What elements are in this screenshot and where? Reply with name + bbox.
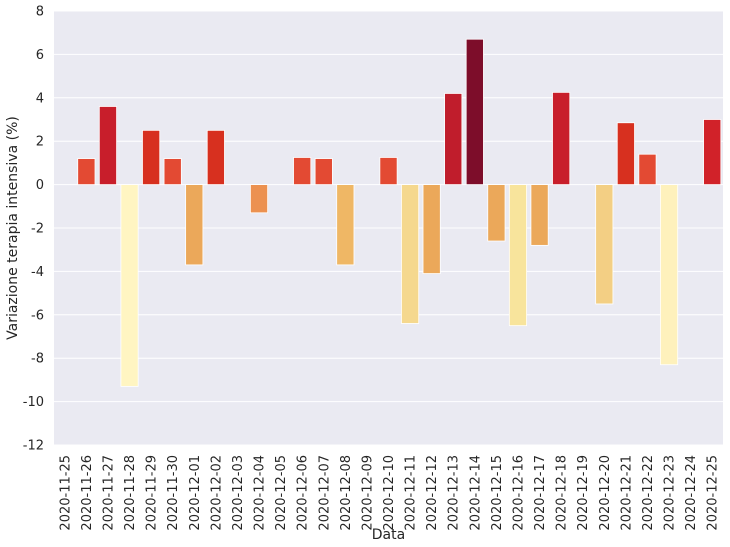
y-tick-label: -6: [31, 308, 44, 323]
x-tick-label: 2020-12-16: [511, 455, 526, 531]
bar-2020-12-21: [616, 122, 635, 185]
y-tick-label: 0: [36, 178, 44, 193]
y-tick-label: -4: [31, 265, 44, 280]
y-tick-label: -8: [31, 352, 44, 367]
x-tick-label: 2020-12-09: [360, 455, 375, 531]
x-tick-label: 2020-12-15: [490, 455, 505, 531]
x-tick-label: 2020-12-06: [296, 455, 311, 531]
y-tick-label: -2: [31, 222, 44, 237]
bar-2020-12-01: [185, 184, 204, 266]
x-tick-label: 2020-11-26: [80, 455, 95, 531]
x-tick-label: 2020-12-03: [231, 455, 246, 531]
y-tick-label: 8: [36, 5, 44, 20]
x-tick-label: 2020-12-14: [468, 455, 483, 531]
grid-lines: [54, 10, 723, 446]
bar-2020-12-02: [206, 129, 225, 186]
bar-2020-12-12: [422, 184, 441, 274]
x-tick-label: 2020-12-04: [253, 455, 268, 531]
y-tick-label: -10: [23, 395, 44, 410]
bar-2020-12-08: [336, 184, 355, 266]
x-tick-label: 2020-12-21: [619, 455, 634, 531]
x-tick-label: 2020-12-17: [533, 455, 548, 531]
x-tick-label: 2020-12-10: [382, 455, 397, 531]
x-tick-label: 2020-12-18: [555, 455, 570, 531]
bar-2020-12-10: [379, 157, 398, 186]
bar-2020-12-11: [401, 184, 420, 324]
x-tick-label: 2020-12-13: [447, 455, 462, 531]
y-axis-label: Variazione terapia intensiva (%): [5, 116, 21, 340]
x-tick-label: 2020-12-20: [598, 455, 613, 531]
x-tick-label: 2020-12-01: [188, 455, 203, 531]
bar-2020-12-06: [293, 157, 312, 186]
x-tick-label: 2020-12-07: [317, 455, 332, 531]
x-tick-label: 2020-12-05: [274, 455, 289, 531]
bar-2020-11-29: [142, 129, 161, 186]
bar-2020-11-28: [120, 184, 139, 387]
bar-2020-11-27: [98, 106, 117, 186]
x-tick-label: 2020-12-11: [404, 455, 419, 531]
x-tick-label: 2020-12-23: [663, 455, 678, 531]
y-tick-labels: 8 6 4 2 0 -2 -4 -6 -8 -10 -12: [23, 5, 44, 454]
bar-2020-12-23: [660, 184, 679, 366]
bar-2020-11-26: [77, 158, 96, 185]
bar-2020-11-30: [163, 158, 182, 185]
bar-2020-12-13: [444, 93, 463, 185]
bar-2020-12-18: [552, 91, 571, 185]
x-tick-label: 2020-11-28: [123, 455, 138, 531]
x-tick-label: 2020-11-29: [145, 455, 160, 531]
y-tick-label: 2: [36, 135, 44, 150]
x-tick-label: 2020-12-25: [706, 455, 721, 531]
y-tick-label: -12: [23, 439, 44, 454]
y-tick-label: 4: [36, 91, 44, 106]
bar-2020-12-07: [314, 158, 333, 185]
bar-2020-12-20: [595, 184, 614, 305]
bar-2020-12-16: [508, 184, 528, 327]
x-axis-label: Data: [372, 527, 405, 543]
x-tick-labels: 2020-11-25 2020-11-26 2020-11-27 2020-11-28…: [58, 455, 720, 531]
y-tick-label: 6: [36, 48, 44, 63]
x-tick-label: 2020-12-02: [209, 455, 224, 531]
x-tick-label: 2020-12-19: [576, 455, 591, 531]
bar-2020-12-17: [530, 184, 549, 246]
bar-2020-12-22: [638, 153, 657, 186]
x-tick-label: 2020-12-08: [339, 455, 354, 531]
bar-2020-12-25: [703, 119, 722, 185]
x-tick-label: 2020-11-25: [58, 455, 73, 531]
bar-2020-12-04: [249, 184, 269, 214]
bar-2020-12-14: [465, 38, 484, 185]
bar-2020-12-15: [487, 184, 506, 242]
x-tick-label: 2020-12-24: [684, 455, 699, 531]
bars-group: [77, 38, 722, 387]
x-tick-label: 2020-12-22: [641, 455, 656, 531]
x-tick-label: 2020-12-12: [425, 455, 440, 531]
x-tick-label: 2020-11-27: [101, 455, 116, 531]
x-tick-label: 2020-11-30: [166, 455, 181, 531]
